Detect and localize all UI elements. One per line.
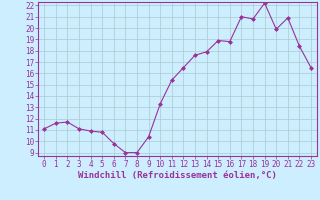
X-axis label: Windchill (Refroidissement éolien,°C): Windchill (Refroidissement éolien,°C) <box>78 171 277 180</box>
